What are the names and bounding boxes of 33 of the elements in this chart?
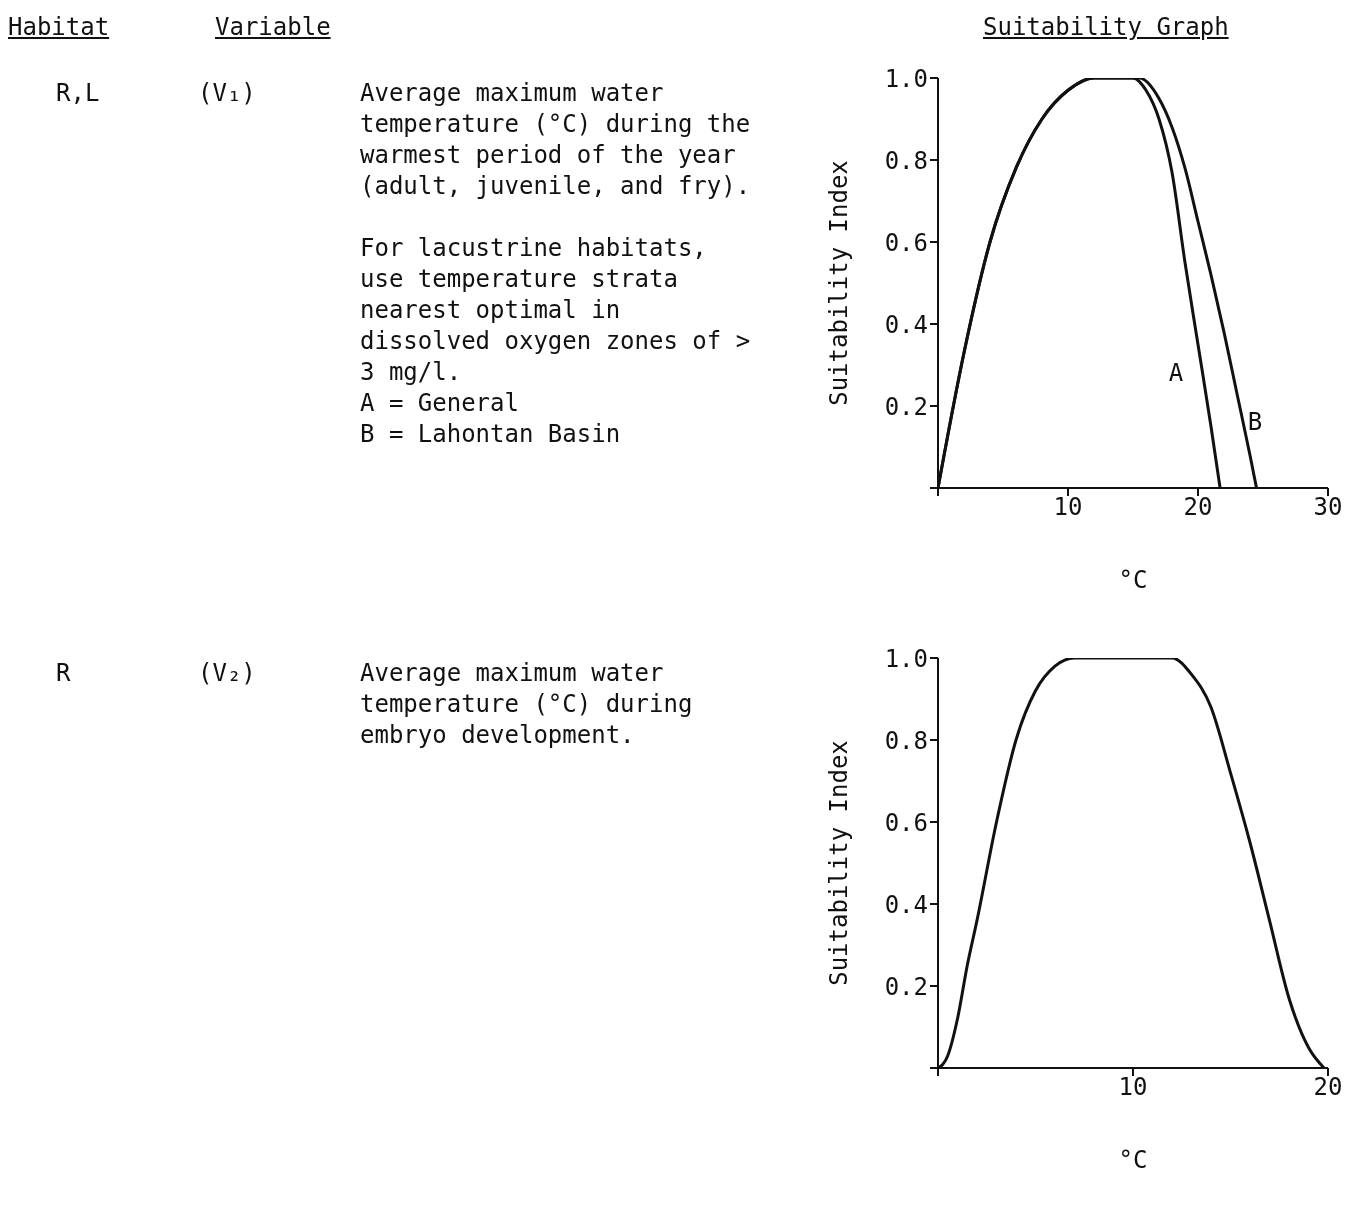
x-axis-title: °C — [1118, 566, 1148, 594]
text: Variable — [215, 12, 331, 43]
text: Average maximum water temperature (°C) during the warmest period of the year (adult, juvenile, and fry). — [360, 78, 752, 202]
y-tick-label: 1.0 — [884, 644, 928, 673]
x-tick-label: 20 — [1313, 1073, 1343, 1102]
x-tick-label: 20 — [1183, 493, 1213, 522]
series-label: B — [1247, 407, 1263, 436]
text: A = General — [360, 388, 520, 419]
text: R — [56, 658, 71, 689]
y-axis-title: Suitability Index — [824, 740, 853, 986]
y-tick-label: 0.8 — [884, 146, 928, 175]
y-tick-label: 0.4 — [884, 310, 928, 339]
y-tick-label: 0.2 — [884, 972, 928, 1001]
y-tick-label: 0.6 — [884, 228, 928, 257]
text: Habitat — [8, 12, 110, 43]
text: (V₁) — [198, 78, 256, 109]
text: (V₂) — [198, 658, 256, 689]
text: For lacustrine habitats, use temperature strata nearest optimal in dissolved oxygen zones of > 3 mg/l. — [360, 233, 752, 388]
y-tick-label: 0.8 — [884, 726, 928, 755]
text: Suitability Graph — [983, 12, 1229, 43]
y-tick-label: 1.0 — [884, 64, 928, 93]
x-tick-label: 10 — [1118, 1073, 1148, 1102]
x-axis-title: °C — [1118, 1146, 1148, 1174]
y-tick-label: 0.2 — [884, 392, 928, 421]
text: Average maximum water temperature (°C) during embryo development. — [360, 658, 694, 751]
series-label: A — [1168, 358, 1184, 387]
text: R,L — [56, 78, 100, 109]
x-tick-label: 10 — [1053, 493, 1083, 522]
y-axis-title: Suitability Index — [824, 160, 853, 406]
x-tick-label: 30 — [1313, 493, 1343, 522]
y-tick-label: 0.4 — [884, 890, 928, 919]
y-tick-label: 0.6 — [884, 808, 928, 837]
text: B = Lahontan Basin — [360, 419, 622, 450]
